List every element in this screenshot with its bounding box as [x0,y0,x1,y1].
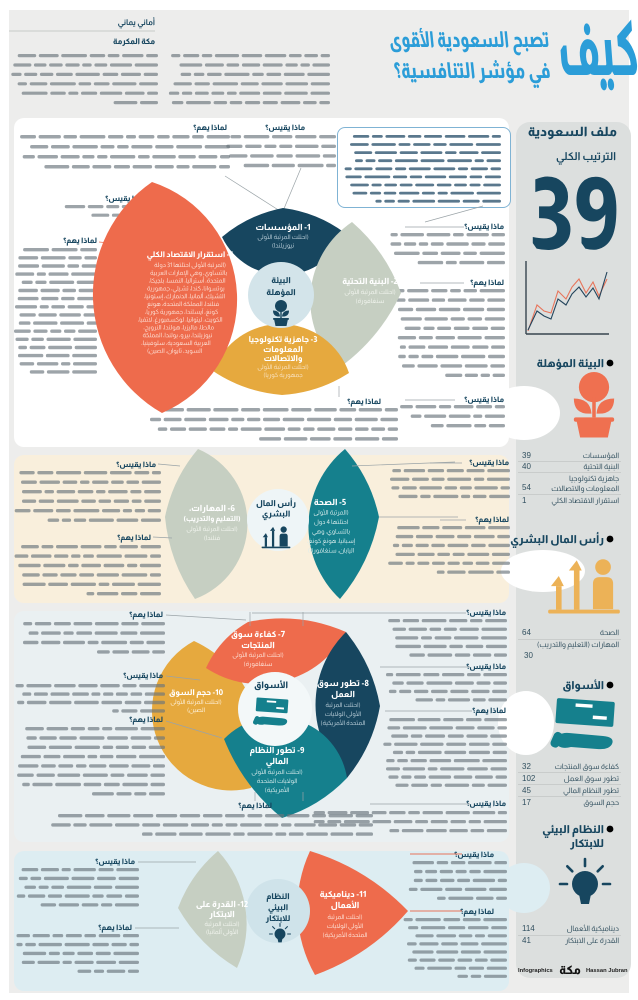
svg-text:64: 64 [522,628,531,637]
svg-text:17: 17 [522,798,531,807]
svg-text:Infographics: Infographics [518,968,553,974]
svg-text:30: 30 [524,651,533,660]
svg-text:Hassan Jubran: Hassan Jubran [586,968,628,974]
svg-text:39: 39 [522,451,531,460]
svg-text:45: 45 [522,786,531,795]
svg-text:32: 32 [522,762,531,771]
svg-text:40: 40 [522,462,531,471]
svg-text:102: 102 [522,774,536,783]
svg-text:54: 54 [522,483,531,492]
svg-text:41: 41 [522,936,531,945]
svg-text:1: 1 [522,496,527,505]
svg-text:114: 114 [522,924,535,933]
